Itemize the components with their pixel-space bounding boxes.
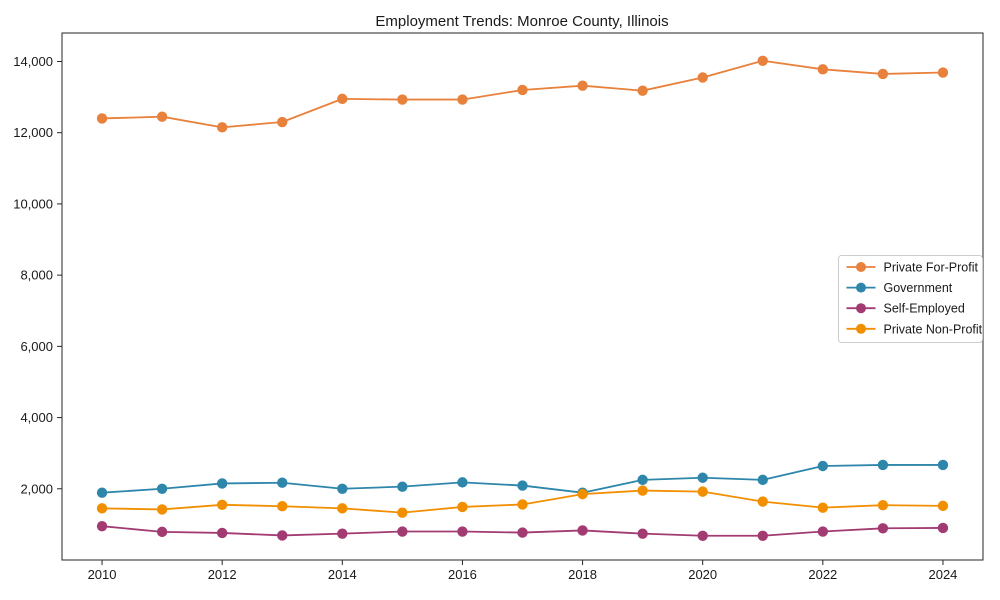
series-point-government [337,483,348,494]
legend-box [838,255,983,343]
series-point-government [817,460,829,472]
legend-label-private-non-profit: Private Non-Profit [884,322,983,336]
series-point-private-non-profit [877,499,889,511]
series-point-self-employed [757,530,768,541]
legend-label-private-for-profit: Private For-Profit [884,261,979,275]
series-point-private-for-profit [577,80,588,91]
legend-label-self-employed: Self-Employed [884,302,965,316]
series-point-private-for-profit [96,113,108,124]
chart-title: Employment Trends: Monroe County, Illino… [375,13,668,30]
series-point-private-non-profit [156,504,168,515]
y-axis-tick-label: 14,000 [13,54,53,69]
legend-marker-private-for-profit [856,262,866,272]
y-axis-tick-label: 10,000 [13,196,53,211]
series-point-self-employed [637,528,648,539]
y-axis-tick-label: 2,000 [20,481,53,496]
series-point-private-for-profit [937,67,949,78]
legend-marker-self-employed [856,303,866,314]
series-point-private-non-profit [216,499,228,511]
series-point-self-employed [457,526,468,537]
series-point-private-for-profit [156,111,168,122]
x-axis-tick-label: 2012 [208,567,237,582]
series-point-private-for-profit [517,84,528,96]
series-point-government [697,472,708,483]
series-point-private-non-profit [757,496,768,507]
series-point-government [156,483,168,494]
series-point-private-for-profit [637,85,648,96]
series-point-government [757,474,768,486]
y-axis-tick-label: 6,000 [20,339,53,354]
x-axis-tick-label: 2014 [328,567,357,582]
series-point-private-non-profit [397,507,408,518]
x-axis-tick-label: 2022 [808,567,837,582]
series-point-private-non-profit [517,499,528,510]
series-point-private-non-profit [457,501,468,513]
series-point-private-non-profit [277,501,288,512]
series-point-government [96,487,108,498]
series-point-private-non-profit [937,500,949,512]
series-point-private-for-profit [457,94,468,105]
series-point-government [637,474,648,486]
series-point-private-non-profit [96,503,108,514]
series-point-self-employed [517,527,528,538]
series-point-private-for-profit [877,68,889,80]
legend-marker-government [856,282,866,293]
series-point-private-for-profit [397,94,408,105]
series-point-self-employed [397,526,408,537]
series-point-private-for-profit [277,116,288,128]
series-point-private-for-profit [817,64,829,75]
series-point-private-for-profit [216,122,228,133]
legend-label-government: Government [884,281,953,295]
series-point-government [517,480,528,491]
y-axis-tick-label: 12,000 [13,125,53,140]
series-point-self-employed [156,526,168,538]
series-point-private-non-profit [817,502,829,513]
series-point-self-employed [96,520,108,532]
series-point-government [216,478,228,489]
x-axis-tick-label: 2020 [688,567,717,582]
series-point-government [277,477,288,488]
series-point-self-employed [697,530,708,541]
series-point-self-employed [937,522,949,534]
series-point-self-employed [337,528,348,539]
y-axis-tick-label: 4,000 [20,410,53,425]
legend-marker-private-non-profit [856,323,866,334]
x-axis-tick-label: 2010 [88,567,117,582]
series-point-self-employed [817,526,829,537]
series-point-private-non-profit [697,486,708,497]
series-point-private-non-profit [637,485,648,496]
series-point-government [877,459,889,471]
x-axis-tick-label: 2024 [928,567,957,582]
series-point-private-non-profit [577,488,588,500]
series-point-private-for-profit [757,55,768,66]
series-point-self-employed [216,527,228,539]
y-axis-tick-label: 8,000 [20,268,53,283]
x-axis-tick-label: 2016 [448,567,477,582]
series-point-private-for-profit [337,93,348,105]
series-point-private-for-profit [697,72,708,83]
series-point-self-employed [577,525,588,536]
series-point-self-employed [277,530,288,541]
series-point-government [937,459,949,471]
x-axis-tick-label: 2018 [568,567,597,582]
series-point-self-employed [877,523,889,534]
series-point-private-non-profit [337,503,348,514]
series-point-government [397,481,408,492]
series-point-government [457,477,468,488]
